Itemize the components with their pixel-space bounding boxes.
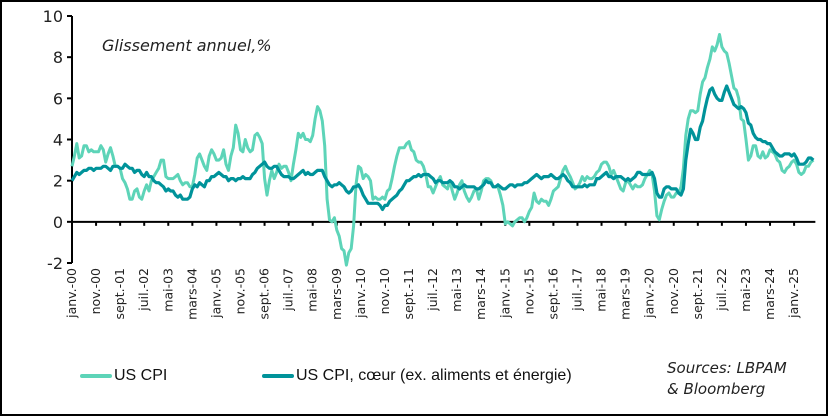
legend-item-core-cpi: US CPI, cœur (ex. aliments et énergie)	[262, 367, 572, 385]
x-tick-label: juil.-12	[425, 268, 440, 312]
y-tick-label: 4	[53, 131, 63, 150]
x-tick-label: mai-08	[305, 268, 320, 312]
x-tick-label: nov.-10	[377, 268, 392, 314]
x-tick-label: mai-03	[160, 268, 175, 312]
source-note: Sources: LBPAM & Bloomberg	[667, 358, 787, 400]
series-line-us-cpi	[70, 33, 815, 267]
y-tick-label: -2	[47, 254, 63, 273]
x-tick-label: mars-24	[762, 268, 777, 320]
y-tick-label: 10	[43, 7, 63, 26]
x-tick-label: mars-09	[329, 268, 344, 320]
legend-label-core-cpi: US CPI, cœur (ex. aliments et énergie)	[296, 367, 572, 384]
legend-swatch-core-cpi	[262, 374, 294, 378]
source-line-1: Sources: LBPAM	[667, 359, 787, 377]
x-tick-label: nov.-05	[232, 268, 247, 314]
x-tick-label: nov.-20	[666, 268, 681, 314]
x-tick-label: janv.-10	[353, 268, 368, 319]
x-tick-label: janv.-20	[642, 268, 657, 319]
legend-label-us-cpi: US CPI	[114, 367, 168, 384]
y-tick-label: 2	[53, 172, 63, 191]
x-tick-label: mars-19	[618, 268, 633, 320]
x-tick-label: janv.-25	[786, 268, 801, 319]
x-tick-label: sept.-21	[690, 268, 705, 319]
x-tick-label: nov.-15	[521, 268, 536, 314]
y-tick-label: 0	[53, 213, 63, 232]
x-tick-label: nov.-00	[88, 268, 103, 314]
x-tick-label: mars-14	[473, 268, 488, 320]
x-tick-label: juil.-07	[281, 268, 296, 312]
x-tick-label: janv.-15	[497, 268, 512, 319]
x-tick-label: juil.-02	[136, 268, 151, 312]
x-tick-label: sept.-06	[257, 268, 272, 319]
x-tick-label: mai-18	[594, 268, 609, 312]
source-line-2: & Bloomberg	[667, 380, 766, 398]
x-tick-label: juil.-17	[569, 268, 584, 312]
x-tick-label: mai-13	[449, 268, 464, 312]
x-tick-label: mars-04	[184, 268, 199, 320]
series-line-core-cpi	[70, 84, 815, 212]
x-tick-label: sept.-11	[401, 268, 416, 319]
chart-subtitle: Glissement annuel,%	[102, 36, 272, 55]
x-tick-label: janv.-00	[64, 268, 79, 319]
x-tick-label: janv.-05	[208, 268, 223, 319]
x-tick-label: sept.-16	[545, 268, 560, 319]
x-tick-label: mai-23	[738, 268, 753, 312]
x-tick-label: juil.-22	[714, 268, 729, 312]
legend-swatch-us-cpi	[80, 374, 112, 378]
y-tick-label: 6	[53, 89, 63, 108]
x-tick-label: sept.-01	[112, 268, 127, 319]
legend-item-us-cpi: US CPI	[80, 367, 167, 385]
y-tick-label: 8	[53, 48, 63, 67]
